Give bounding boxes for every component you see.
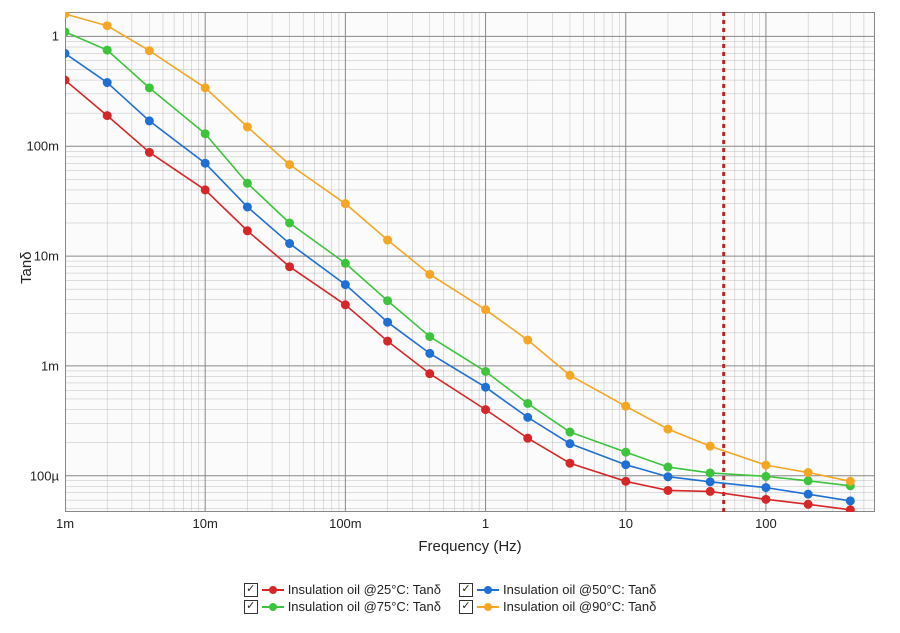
y-tick-label: 100m: [26, 139, 59, 154]
y-tick-label: 10m: [34, 249, 59, 264]
legend-swatch: [262, 601, 284, 613]
plot-svg: [65, 12, 875, 512]
x-tick-label: 10m: [193, 516, 218, 531]
y-axis-label: Tanδ: [18, 251, 35, 284]
legend-label: Insulation oil @75°C: Tanδ: [288, 599, 441, 614]
legend-swatch: [262, 584, 284, 596]
x-tick-label: 1m: [56, 516, 74, 531]
y-tick-label: 1: [52, 29, 59, 44]
legend-item[interactable]: ✓ Insulation oil @75°C: Tanδ: [244, 599, 441, 614]
legend-label: Insulation oil @90°C: Tanδ: [503, 599, 656, 614]
legend-swatch: [477, 584, 499, 596]
legend-label: Insulation oil @25°C: Tanδ: [288, 582, 441, 597]
legend-label: Insulation oil @50°C: Tanδ: [503, 582, 656, 597]
legend: ✓ Insulation oil @25°C: Tanδ ✓ Insulation o…: [0, 582, 900, 614]
y-tick-label: 1m: [41, 358, 59, 373]
legend-item[interactable]: ✓ Insulation oil @25°C: Tanδ: [244, 582, 441, 597]
y-tick-label: 100µ: [30, 468, 59, 483]
legend-item[interactable]: ✓ Insulation oil @90°C: Tanδ: [459, 599, 656, 614]
legend-swatch: [477, 601, 499, 613]
chart-container: 100µ 1m 10m 100m 1 1m 10m 100m 1 10 100 Tanδ Freq…: [0, 0, 900, 633]
x-tick-label: 1: [482, 516, 489, 531]
x-tick-label: 10: [619, 516, 633, 531]
legend-checkbox[interactable]: ✓: [244, 583, 258, 597]
x-tick-label: 100m: [329, 516, 362, 531]
plot-area: [65, 12, 875, 512]
legend-checkbox[interactable]: ✓: [459, 600, 473, 614]
x-axis-label: Frequency (Hz): [65, 538, 875, 555]
legend-checkbox[interactable]: ✓: [244, 600, 258, 614]
legend-item[interactable]: ✓ Insulation oil @50°C: Tanδ: [459, 582, 656, 597]
legend-checkbox[interactable]: ✓: [459, 583, 473, 597]
x-tick-label: 100: [755, 516, 777, 531]
